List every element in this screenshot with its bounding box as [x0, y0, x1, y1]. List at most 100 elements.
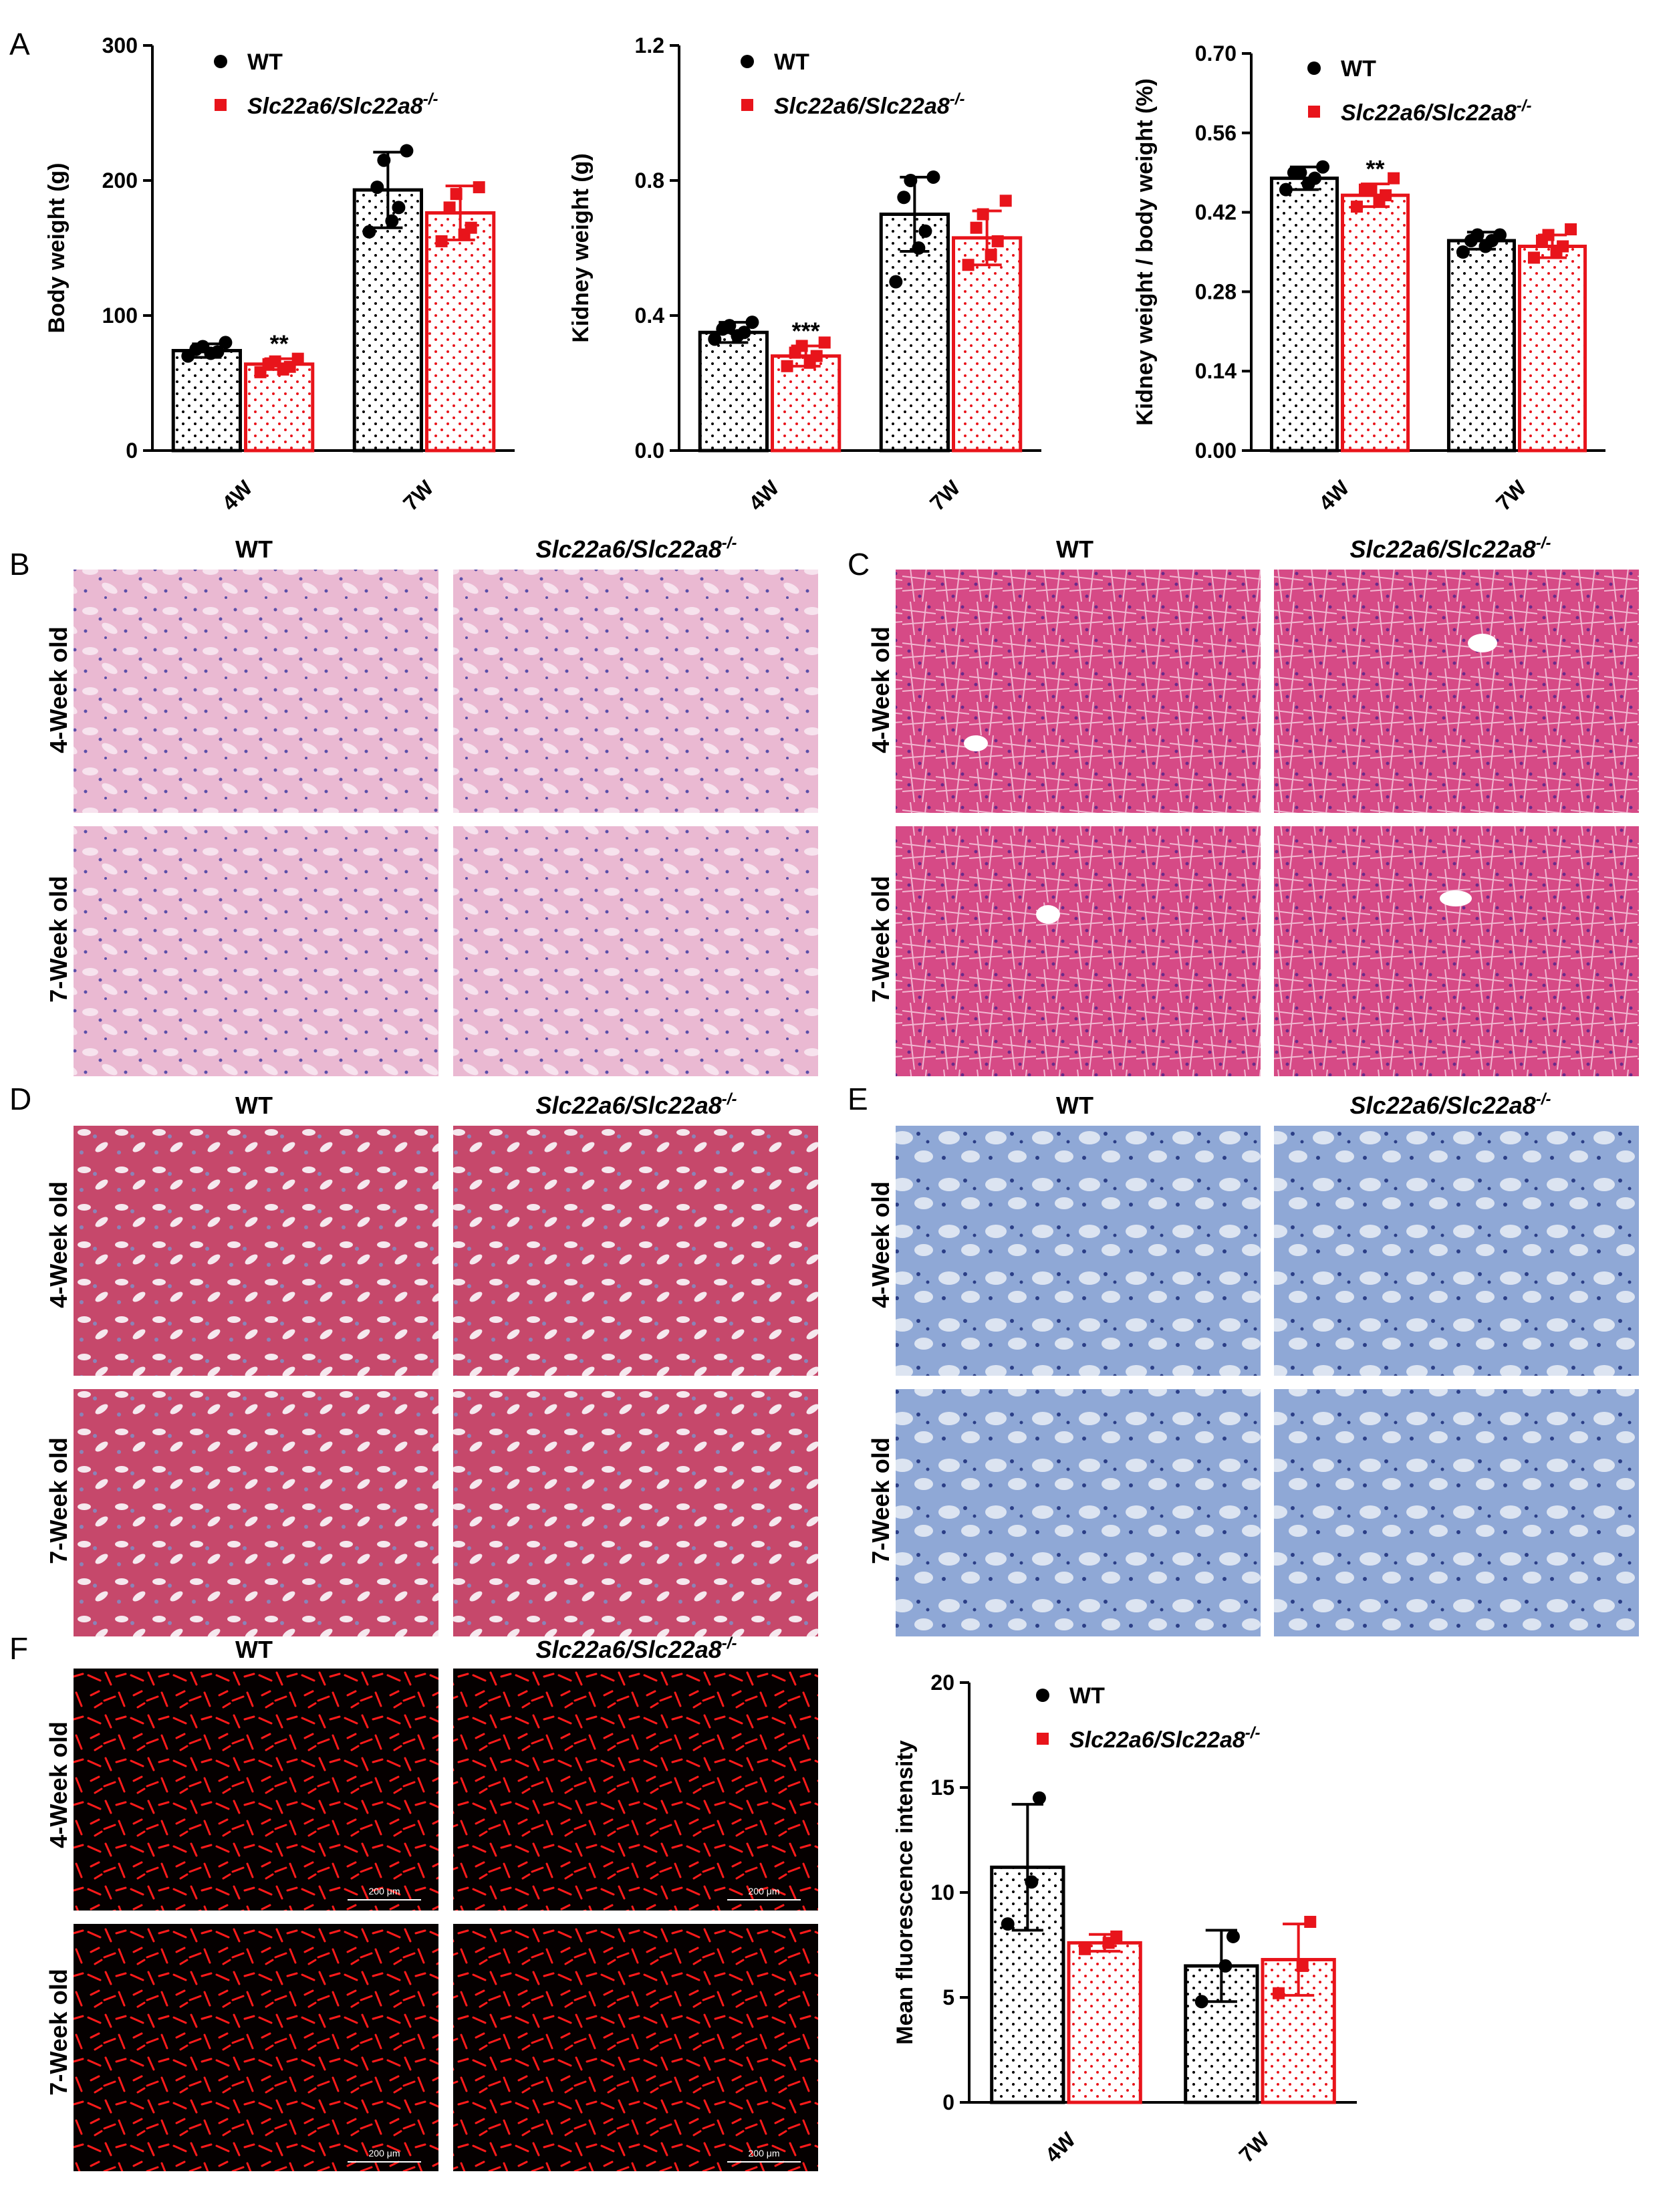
- panel-b-col-wt: WT: [235, 535, 273, 563]
- panel-b-row-7week: 7-Week old: [45, 876, 72, 1002]
- panel-e-col-wt: WT: [1056, 1092, 1093, 1119]
- panel-d-col-wt: WT: [235, 1092, 273, 1119]
- bar-wt-4W: [698, 330, 769, 453]
- panel-f-row-7week: 7-Week old: [45, 1969, 72, 2095]
- scale-bar: 200 μm: [348, 1886, 421, 1900]
- y-tick-label: 0.4: [635, 303, 665, 328]
- y-axis-label: Mean fluorescence intensity: [892, 1740, 918, 2044]
- data-point-ko: [465, 221, 477, 234]
- panel-e-row-7week: 7-Week old: [867, 1437, 894, 1564]
- micrograph-e-ko-4week: [1274, 1126, 1639, 1376]
- x-tick-label: 7W: [1235, 2127, 1275, 2167]
- data-point-wt: [392, 201, 406, 215]
- data-point-ko: [818, 336, 831, 349]
- legend-marker-ko: [215, 99, 227, 111]
- panel-e-col-ko: Slc22a6/Slc22a8-/-: [1350, 1090, 1551, 1119]
- data-point-wt: [1218, 1959, 1233, 1973]
- micrograph-b-wt-4week: [74, 570, 438, 813]
- y-tick-label: 300: [102, 33, 138, 57]
- bar-ko-7W: [425, 211, 496, 453]
- data-point-wt: [219, 336, 233, 350]
- bar-ko-7W: [1261, 1957, 1336, 2104]
- panel-c-row-4week: 4-Week old: [867, 626, 894, 753]
- data-point-wt: [745, 316, 759, 330]
- panel-d-col-ko: Slc22a6/Slc22a8-/-: [536, 1090, 737, 1119]
- y-tick-label: 1.2: [635, 33, 664, 57]
- legend-label-wt: WT: [247, 49, 283, 75]
- x-tick-label: 4W: [217, 475, 257, 515]
- legend-marker-wt: [214, 55, 227, 68]
- x-tick-label: 7W: [925, 475, 965, 515]
- data-point-wt: [1001, 1917, 1015, 1931]
- data-point-wt: [889, 275, 903, 289]
- central-vein: [1468, 634, 1497, 652]
- y-tick-label: 0.42: [1195, 201, 1237, 225]
- panel-d-row-4week: 4-Week old: [45, 1181, 72, 1308]
- kidney-body-ratio-chart: 0.00 0.14 0.28 0.42 0.56 0.70 Kidney weight / …: [1132, 41, 1605, 515]
- svg-text:200 μm: 200 μm: [369, 1886, 400, 1896]
- data-point-ko: [269, 355, 281, 368]
- fluorescence-f-ko-4week: [453, 1669, 818, 1911]
- data-point-wt: [377, 153, 391, 167]
- data-point-wt: [1032, 1791, 1046, 1805]
- data-point-ko: [795, 340, 808, 352]
- y-tick-label: 0.00: [1195, 439, 1237, 463]
- significance-label: **: [270, 330, 289, 358]
- data-point-ko: [970, 221, 983, 234]
- data-point-wt: [926, 170, 940, 184]
- data-point-wt: [1194, 1995, 1208, 2009]
- data-point-wt: [211, 345, 225, 359]
- fluorescence-chart: 0 5 10 15 20 Mean fluorescence intensity 4W 7W W…: [892, 1671, 1357, 2167]
- data-point-wt: [1293, 166, 1307, 180]
- panel-f-col-wt: WT: [235, 1636, 273, 1663]
- micrograph-d-ko-4week: [453, 1126, 818, 1376]
- legend-label-ko: Slc22a6/Slc22a8-/-: [1341, 97, 1531, 126]
- fluorescence-f-ko-7week: [453, 1924, 818, 2171]
- data-point-wt: [362, 225, 376, 239]
- y-axis-label: Body weight (g): [44, 163, 70, 334]
- significance-label: **: [1366, 155, 1385, 182]
- panel-e-row-4week: 4-Week old: [867, 1181, 894, 1308]
- legend-marker-ko: [1308, 106, 1320, 118]
- panel-letter-e: E: [848, 1082, 868, 1116]
- data-point-wt: [1316, 160, 1330, 174]
- data-point-ko: [1565, 223, 1577, 236]
- scale-bar: 200 μm: [727, 1886, 801, 1900]
- data-point-ko: [443, 201, 456, 214]
- micrograph-b-ko-4week: [453, 570, 818, 813]
- panel-b-col-ko: Slc22a6/Slc22a8-/-: [536, 534, 737, 563]
- data-point-wt: [737, 326, 751, 340]
- y-tick-label: 0: [126, 439, 138, 463]
- legend-marker-ko: [1037, 1733, 1049, 1745]
- scale-bar: 200 μm: [727, 2148, 801, 2163]
- legend-label-ko: Slc22a6/Slc22a8-/-: [1069, 1724, 1260, 1753]
- data-point-wt: [918, 224, 932, 238]
- data-point-wt: [1308, 171, 1322, 185]
- y-tick-label: 0.70: [1195, 41, 1237, 66]
- y-tick-label: 10: [930, 1880, 954, 1904]
- data-point-wt: [1279, 182, 1293, 197]
- panel-letter-b: B: [9, 547, 30, 582]
- data-point-ko: [1079, 1943, 1091, 1955]
- y-tick-label: 0.14: [1195, 359, 1237, 383]
- data-point-ko: [962, 259, 975, 271]
- legend-label-wt: WT: [1069, 1683, 1105, 1709]
- data-point-ko: [1527, 251, 1540, 264]
- micrograph-c-ko-7week: [1274, 826, 1639, 1076]
- svg-text:200 μm: 200 μm: [749, 1886, 780, 1896]
- data-point-ko: [810, 350, 823, 362]
- x-tick-label: 7W: [1491, 475, 1531, 515]
- x-tick-label: 4W: [1041, 2127, 1081, 2167]
- micrograph-c-wt-4week: [896, 570, 1261, 813]
- data-point-wt: [1493, 228, 1507, 242]
- legend-marker-ko: [741, 99, 753, 111]
- bar-ko-7W: [1518, 245, 1587, 453]
- data-point-ko: [1350, 201, 1363, 213]
- data-point-ko: [1365, 183, 1378, 196]
- y-tick-label: 5: [942, 1985, 954, 2009]
- data-point-ko: [991, 235, 1004, 247]
- x-tick-label: 4W: [744, 475, 784, 515]
- data-point-ko: [450, 188, 463, 201]
- data-point-ko: [1380, 189, 1392, 202]
- data-point-wt: [385, 214, 399, 228]
